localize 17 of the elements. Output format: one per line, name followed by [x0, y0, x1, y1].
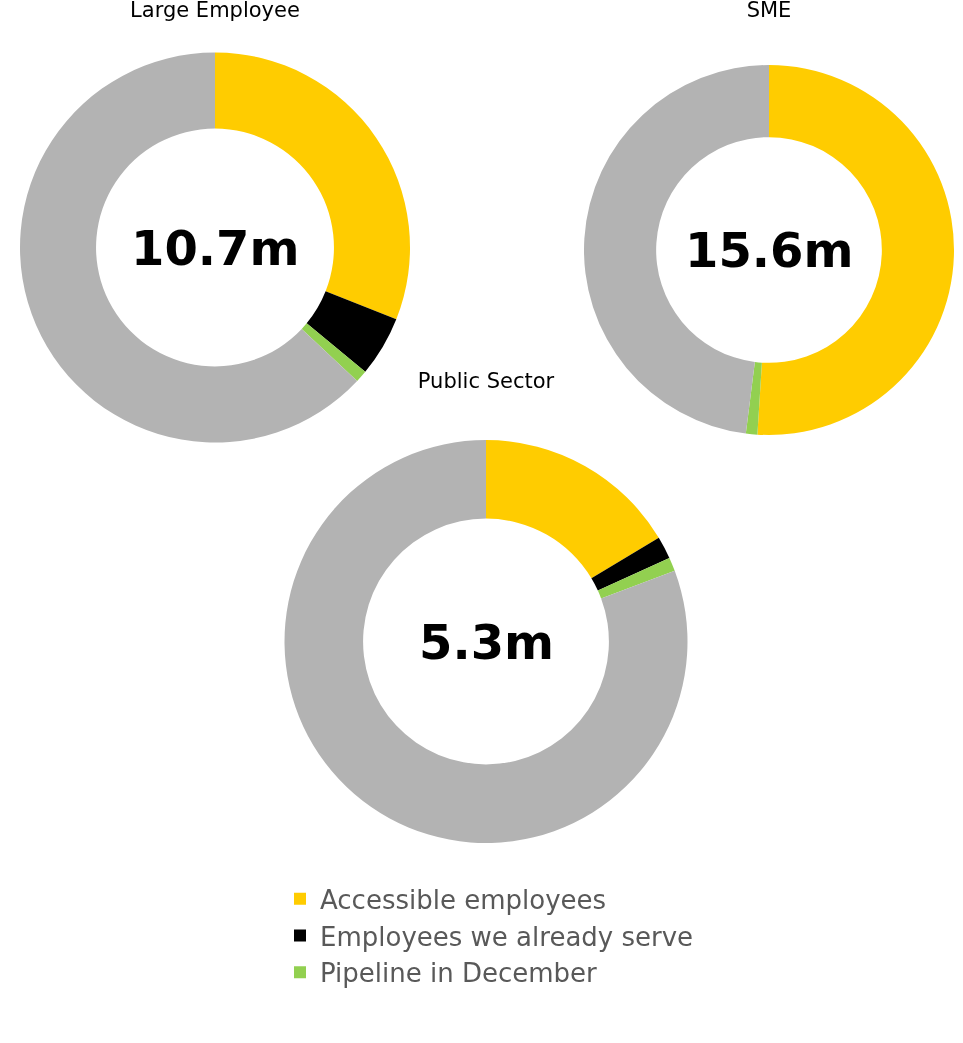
legend-label: Accessible employees	[320, 884, 607, 915]
donut-slice	[20, 52, 358, 443]
donut-slice	[745, 361, 762, 435]
chart-title: Public Sector	[417, 369, 555, 394]
donut-slice	[597, 558, 675, 599]
text: 15.6m	[685, 222, 854, 278]
legend-label: Employees we already serve	[320, 921, 694, 952]
legend-label: Pipeline in December	[320, 958, 598, 989]
donut-slice	[591, 537, 670, 591]
donut-slice	[486, 440, 659, 579]
text: 5.3m	[419, 614, 555, 670]
chart-title: SME	[746, 0, 792, 22]
donut-slice	[306, 291, 397, 372]
donut-slice	[284, 440, 688, 843]
chart-title: Large Employee	[130, 0, 300, 22]
donut-slice	[301, 323, 366, 381]
text: 10.7m	[131, 220, 300, 276]
